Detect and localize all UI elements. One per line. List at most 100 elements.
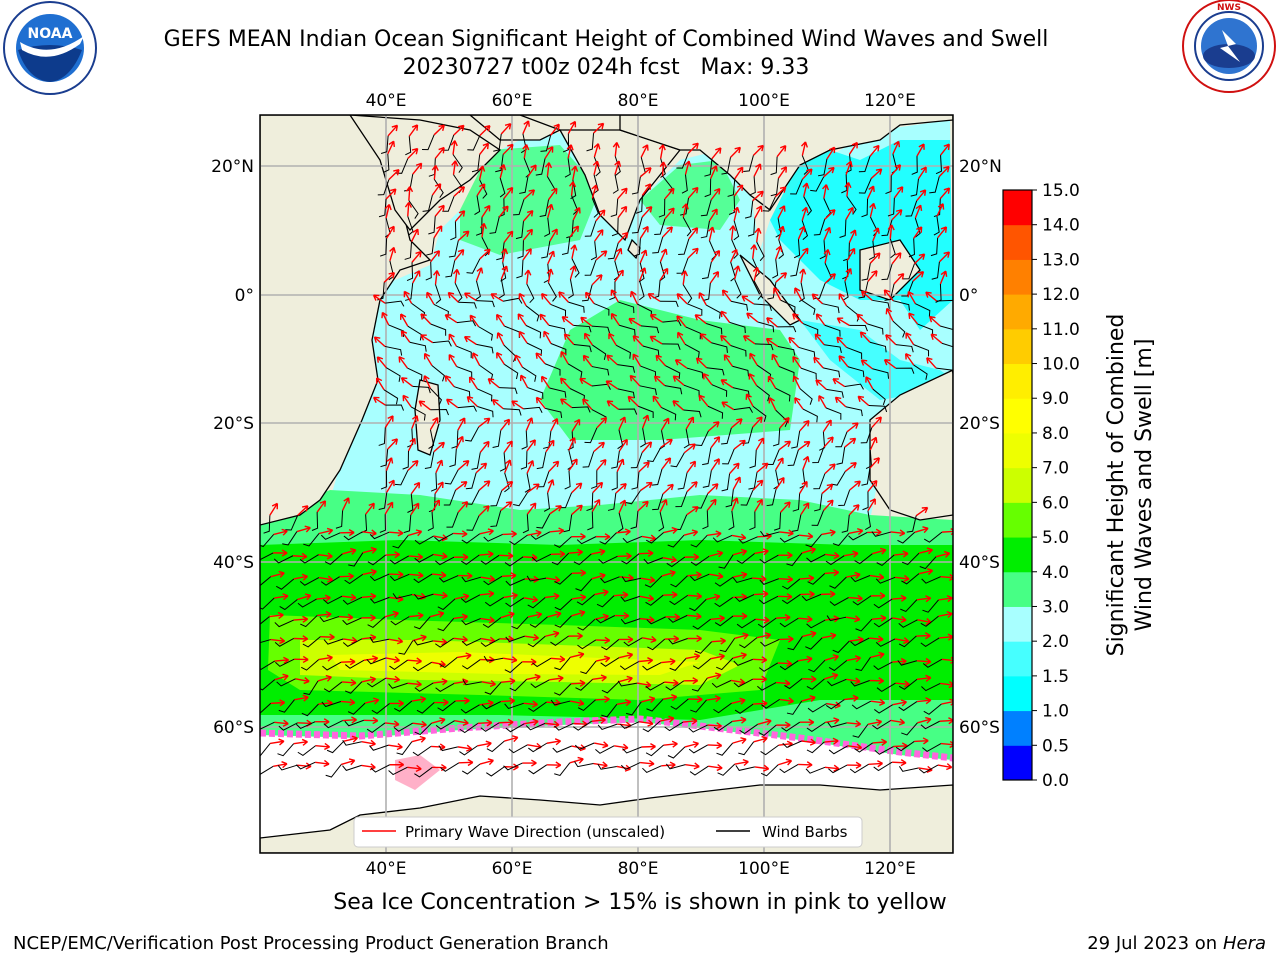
wind-barb <box>700 199 712 217</box>
wave-direction-arrow <box>373 336 386 347</box>
wind-barb <box>642 720 661 733</box>
wave-direction-arrow <box>694 314 707 325</box>
wind-barb <box>505 723 525 733</box>
wave-direction-arrow <box>450 140 458 155</box>
wind-barb <box>681 174 688 194</box>
wind-barb <box>591 198 599 218</box>
wind-barb <box>905 200 918 217</box>
wave-direction-arrow <box>867 498 876 512</box>
wind-barb <box>461 554 480 565</box>
wind-barb <box>539 199 550 217</box>
wind-barb <box>919 764 939 774</box>
wave-direction-arrow <box>710 436 721 449</box>
wind-barb <box>850 680 870 687</box>
wind-barb <box>901 573 920 585</box>
wave-direction-arrow <box>475 462 488 474</box>
wave-direction-arrow <box>778 440 792 451</box>
wind-barb <box>714 576 734 587</box>
wind-barb <box>766 489 777 507</box>
wave-direction-arrow <box>546 738 562 746</box>
wave-direction-arrow <box>847 761 862 769</box>
wave-direction-arrow <box>592 160 600 175</box>
wave-band-arabian <box>460 145 600 255</box>
wind-barb <box>800 367 817 380</box>
wave-direction-arrow <box>753 590 769 598</box>
wave-direction-arrow <box>754 227 762 243</box>
wave-direction-arrow <box>895 574 910 583</box>
colorbar-swatch <box>1003 224 1032 260</box>
wind-barb <box>344 719 364 727</box>
ice-caption: Sea Ice Concentration > 15% is shown in … <box>333 890 947 915</box>
wind-barb <box>895 344 914 353</box>
wave-direction-arrow <box>659 498 668 513</box>
wind-barb <box>406 262 414 282</box>
wave-direction-arrow <box>750 244 758 259</box>
wave-direction-arrow <box>683 529 699 537</box>
wind-barb <box>540 135 552 152</box>
wind-barb <box>881 219 893 237</box>
wave-direction-arrow <box>340 698 356 706</box>
wind-barb <box>275 578 295 590</box>
wave-direction-arrow <box>518 330 528 344</box>
wave-direction-arrow <box>838 355 849 368</box>
wind-barb <box>554 572 573 585</box>
wave-direction-arrow <box>868 760 883 768</box>
wave-direction-arrow <box>637 500 649 512</box>
wind-barb <box>527 597 546 609</box>
wave-direction-arrow <box>916 657 932 666</box>
wave-direction-arrow <box>315 742 331 751</box>
wave-direction-arrow <box>297 505 309 516</box>
wind-barb <box>801 593 822 602</box>
wind-barb <box>683 384 700 397</box>
wind-barb <box>760 638 780 647</box>
wind-barb <box>535 158 546 176</box>
wind-barb <box>260 576 272 587</box>
wind-barb <box>670 575 688 588</box>
wave-direction-arrow <box>567 120 577 134</box>
wave-direction-arrow <box>907 290 916 305</box>
wind-barb <box>442 196 455 212</box>
wind-barb <box>551 552 570 566</box>
wave-direction-arrow <box>616 528 631 536</box>
wind-barb <box>460 594 481 603</box>
wave-direction-arrow <box>545 439 555 453</box>
wind-barb <box>504 556 524 567</box>
wind-barb <box>854 742 873 753</box>
wave-direction-arrow <box>407 460 419 471</box>
wave-direction-arrow <box>297 593 312 601</box>
wave-direction-arrow <box>614 160 622 175</box>
wind-barb <box>806 619 826 629</box>
wave-direction-arrow <box>363 655 379 663</box>
wave-direction-arrow <box>799 718 815 726</box>
wave-direction-arrow <box>342 593 357 601</box>
colorbar-tick-label: 3.0 <box>1042 597 1069 617</box>
wind-barb <box>276 678 296 687</box>
wind-barb <box>645 594 664 606</box>
wind-barb <box>311 512 319 531</box>
wind-barb <box>738 536 758 544</box>
wind-barb <box>807 703 827 713</box>
wind-barb <box>706 323 723 335</box>
wave-direction-arrow <box>641 696 656 704</box>
wave-direction-arrow <box>480 636 496 644</box>
wind-barb <box>394 700 413 712</box>
wave-direction-arrow <box>433 441 445 453</box>
wave-direction-arrow <box>752 479 764 491</box>
wind-barb <box>595 745 615 754</box>
wind-barb <box>323 638 344 645</box>
wind-barb <box>733 678 753 688</box>
wave-direction-arrow <box>754 498 763 512</box>
wind-barb <box>302 636 321 648</box>
wind-barb <box>407 428 414 448</box>
wave-direction-arrow <box>563 333 575 345</box>
wave-direction-arrow <box>848 229 857 243</box>
wave-direction-arrow <box>821 529 836 537</box>
wave-direction-arrow <box>662 226 673 238</box>
wave-direction-arrow <box>526 439 536 452</box>
wave-direction-arrow <box>618 675 633 683</box>
wind-barb <box>867 323 884 335</box>
tick-top-80e: 80°E <box>618 91 659 111</box>
wave-direction-arrow <box>686 506 699 516</box>
colorbar-tick-label: 12.0 <box>1042 285 1080 305</box>
wave-direction-arrow <box>938 165 950 178</box>
